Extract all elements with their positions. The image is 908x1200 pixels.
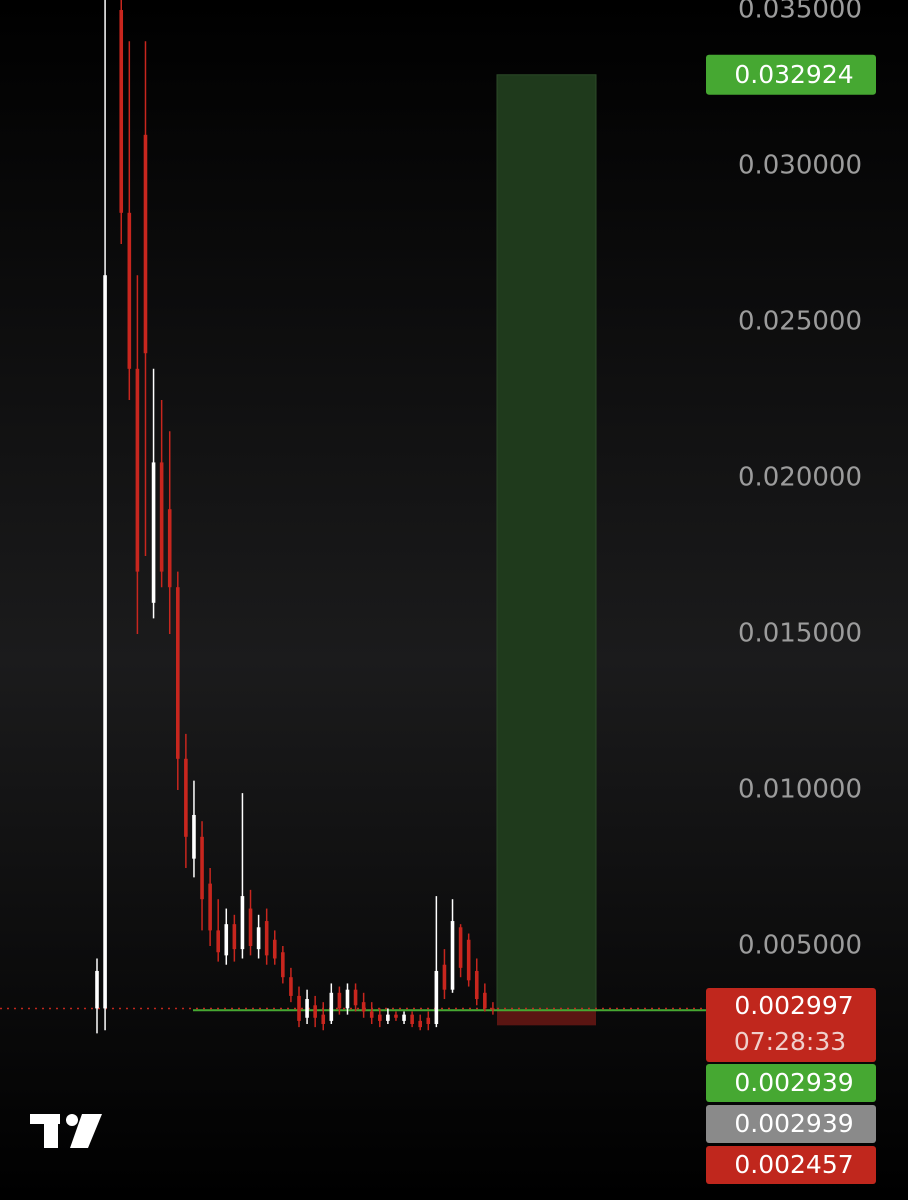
candle-body xyxy=(103,275,107,1009)
candle-body xyxy=(192,814,196,859)
candle-body xyxy=(127,212,132,369)
candle-body xyxy=(151,462,156,603)
candle-body xyxy=(491,1008,495,1010)
tradingview-logo xyxy=(30,1114,102,1148)
candle-body xyxy=(305,999,309,1018)
candle-body xyxy=(200,836,204,900)
candle-body xyxy=(426,1017,431,1025)
candle-body xyxy=(216,930,220,953)
candle-body xyxy=(313,1005,317,1018)
candle-body xyxy=(184,758,188,837)
candle-body xyxy=(95,970,99,1009)
candle-body xyxy=(337,992,342,1009)
candle-body xyxy=(386,1014,390,1021)
candle-body xyxy=(483,992,487,1009)
candle-body xyxy=(176,587,180,759)
alert-label: 0.002939 xyxy=(734,1109,853,1138)
entry-label: 0.002939 xyxy=(734,1068,853,1097)
target-label: 0.032924 xyxy=(734,60,853,89)
candle-body xyxy=(321,1014,326,1025)
candle-body xyxy=(143,134,148,354)
candle-body xyxy=(159,462,164,572)
candle-body xyxy=(297,995,301,1021)
candle-body xyxy=(402,1014,406,1021)
candle-body xyxy=(248,908,253,947)
candle-body xyxy=(394,1014,398,1018)
last-price-box xyxy=(706,988,876,1062)
candle-body xyxy=(135,368,140,572)
y-tick-label: 0.015000 xyxy=(738,619,862,649)
candle-body xyxy=(264,921,269,956)
candle-body xyxy=(418,1020,422,1028)
candle-body xyxy=(240,896,245,950)
y-tick-label: 0.005000 xyxy=(738,931,862,961)
candle-body xyxy=(466,939,471,981)
candle-body xyxy=(329,992,334,1021)
candle-body xyxy=(410,1014,414,1025)
candle-body xyxy=(474,970,479,1000)
candle-body xyxy=(289,977,293,996)
candle-body xyxy=(434,970,439,1025)
stop-label-box xyxy=(706,1146,876,1184)
profit-zone xyxy=(496,74,597,1011)
countdown: 07:28:33 xyxy=(734,1027,846,1056)
candle-body xyxy=(442,964,447,990)
stop-label: 0.002457 xyxy=(734,1150,853,1179)
candle-body xyxy=(369,1011,374,1018)
candle-body xyxy=(345,989,350,1009)
candle-body xyxy=(281,952,285,978)
candle-body xyxy=(232,924,237,950)
target-label-box xyxy=(706,54,876,95)
candle-body xyxy=(167,509,172,588)
entry-label-box xyxy=(706,1064,876,1102)
candle-body xyxy=(256,927,261,950)
candle-body xyxy=(353,989,358,1006)
y-tick-label: 0.030000 xyxy=(738,151,862,181)
y-tick-label: 0.020000 xyxy=(738,463,862,493)
candle-body xyxy=(208,883,212,931)
candle-body xyxy=(378,1014,382,1021)
candle-body xyxy=(458,927,463,968)
candle-body xyxy=(361,1002,366,1012)
loss-zone xyxy=(497,1010,596,1026)
y-tick-label: 0.025000 xyxy=(738,307,862,337)
y-tick-label: 0.010000 xyxy=(738,775,862,805)
candle-body xyxy=(224,924,229,956)
candle-body xyxy=(119,10,124,213)
y-tick-label: 0.035000 xyxy=(738,0,862,25)
candle-body xyxy=(272,939,277,959)
last-price-label: 0.002997 xyxy=(734,991,853,1020)
alert-label-box xyxy=(706,1105,876,1143)
candle-body xyxy=(450,921,455,990)
